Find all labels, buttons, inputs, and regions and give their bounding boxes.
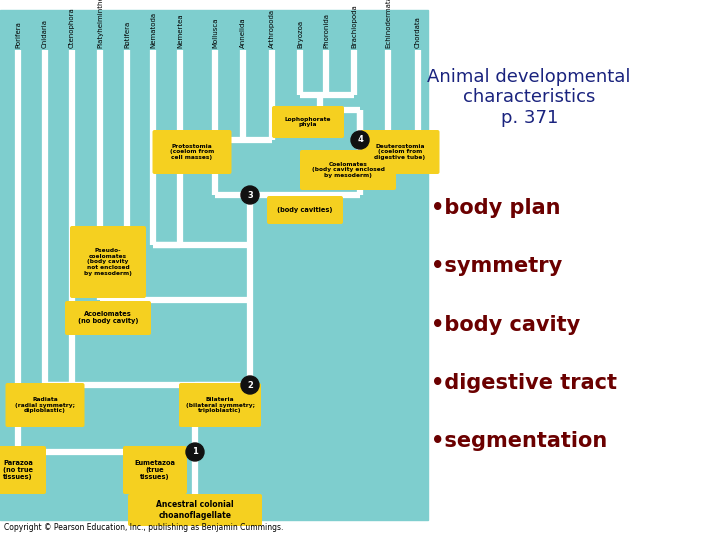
FancyBboxPatch shape: [267, 196, 343, 224]
FancyBboxPatch shape: [0, 446, 46, 494]
Text: Parazoa
(no true
tissues): Parazoa (no true tissues): [3, 460, 33, 480]
Text: Animal developmental
characteristics
p. 371: Animal developmental characteristics p. …: [428, 68, 631, 127]
FancyBboxPatch shape: [123, 446, 187, 494]
Circle shape: [186, 443, 204, 461]
Text: •body cavity: •body cavity: [431, 314, 580, 335]
Text: Acoelomates
(no body cavity): Acoelomates (no body cavity): [78, 312, 138, 325]
Text: Lophophorate
phyla: Lophophorate phyla: [284, 117, 331, 127]
FancyBboxPatch shape: [361, 130, 439, 174]
Text: Nemertea: Nemertea: [177, 14, 183, 48]
Text: Rotifera: Rotifera: [124, 21, 130, 48]
Text: Copyright © Pearson Education, Inc., publishing as Benjamin Cummings.: Copyright © Pearson Education, Inc., pub…: [4, 523, 284, 532]
Text: Radiata
(radial symmetry;
diploblastic): Radiata (radial symmetry; diploblastic): [15, 397, 75, 413]
FancyBboxPatch shape: [272, 106, 344, 138]
FancyBboxPatch shape: [70, 226, 146, 298]
Text: •symmetry: •symmetry: [431, 256, 562, 276]
Text: Ancestral colonial
choanoflagellate: Ancestral colonial choanoflagellate: [156, 500, 234, 519]
Text: 1: 1: [192, 448, 198, 456]
FancyBboxPatch shape: [128, 494, 262, 526]
Text: Porifera: Porifera: [15, 21, 21, 48]
Text: Pseudo-
coelomates
(body cavity
not enclosed
by mesoderm): Pseudo- coelomates (body cavity not encl…: [84, 248, 132, 276]
Text: Bryozoa: Bryozoa: [297, 20, 303, 48]
FancyBboxPatch shape: [153, 130, 232, 174]
Text: (body cavities): (body cavities): [277, 207, 333, 213]
FancyBboxPatch shape: [6, 383, 84, 427]
Text: •digestive tract: •digestive tract: [431, 373, 616, 393]
Text: Platyhelminthes: Platyhelminthes: [97, 0, 103, 48]
Text: •body plan: •body plan: [431, 198, 560, 218]
Bar: [0, 10, 428, 520]
FancyBboxPatch shape: [65, 301, 151, 335]
FancyBboxPatch shape: [179, 383, 261, 427]
Text: Eumetazoa
(true
tissues): Eumetazoa (true tissues): [135, 460, 176, 480]
Text: Echinodermata: Echinodermata: [385, 0, 391, 48]
Text: Ctenophora: Ctenophora: [69, 7, 75, 48]
Text: Mollusca: Mollusca: [212, 17, 218, 48]
Text: 2: 2: [247, 381, 253, 389]
Text: Annelida: Annelida: [240, 17, 246, 48]
Text: 3: 3: [247, 191, 253, 199]
Text: Chordata: Chordata: [415, 16, 421, 48]
Text: Phoronida: Phoronida: [323, 13, 329, 48]
Text: Arthropoda: Arthropoda: [269, 9, 275, 48]
Text: Brachiopoda: Brachiopoda: [351, 4, 357, 48]
Text: •segmentation: •segmentation: [431, 431, 607, 451]
Text: Cnidaria: Cnidaria: [42, 19, 48, 48]
Text: 4: 4: [357, 136, 363, 145]
FancyBboxPatch shape: [300, 150, 396, 190]
Text: Nematoda: Nematoda: [150, 12, 156, 48]
Circle shape: [241, 186, 259, 204]
Circle shape: [351, 131, 369, 149]
Circle shape: [241, 376, 259, 394]
Text: Protostomia
(coelom from
cell masses): Protostomia (coelom from cell masses): [170, 144, 214, 160]
Text: Bilateria
(bilateral symmetry;
triploblastic): Bilateria (bilateral symmetry; triplobla…: [186, 397, 254, 413]
Text: Coelomates
(body cavity enclosed
by mesoderm): Coelomates (body cavity enclosed by meso…: [312, 161, 384, 178]
Text: Deuterostomia
(coelom from
digestive tube): Deuterostomia (coelom from digestive tub…: [374, 144, 426, 160]
